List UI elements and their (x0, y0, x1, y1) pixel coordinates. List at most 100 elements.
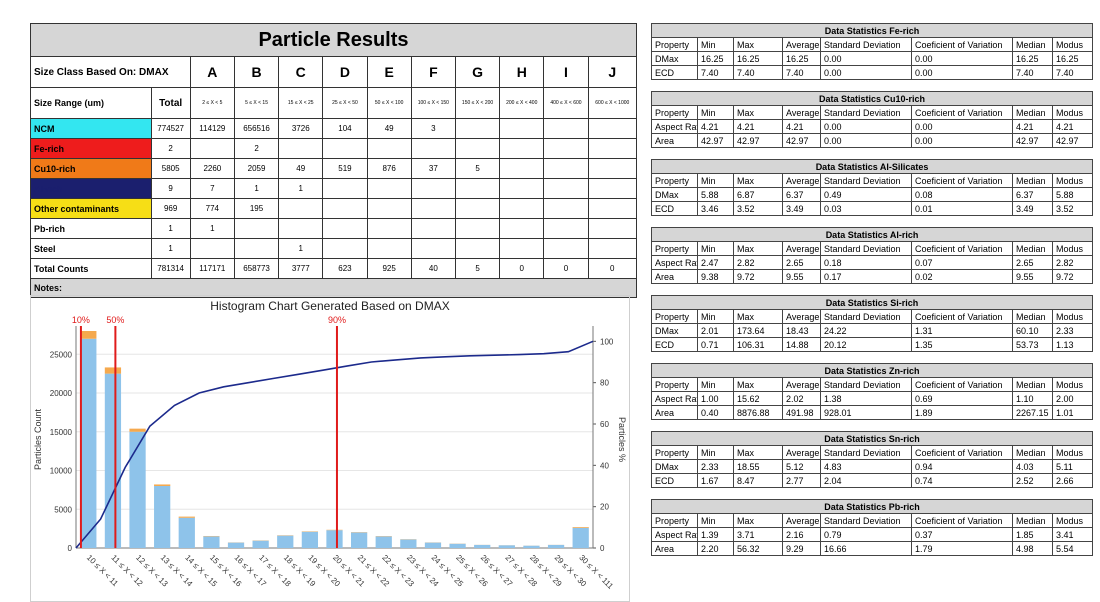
y2-tick-label: 60 (600, 420, 609, 429)
stats-cell: ECD (652, 202, 698, 216)
row-name-4: Other contaminants (31, 199, 152, 219)
stats-cell: 0.08 (912, 188, 1013, 202)
cell (455, 199, 499, 219)
cell (323, 139, 367, 159)
stats-cell: 9.55 (783, 270, 821, 284)
bar-cap (80, 331, 96, 339)
cell: 49 (367, 119, 411, 139)
stats-cell: 42.97 (1053, 134, 1093, 148)
cell (367, 239, 411, 259)
stats-cell: 1.31 (912, 324, 1013, 338)
cell (544, 239, 588, 259)
y2-axis-title: Particles % (617, 417, 627, 462)
y-tick-label: 10000 (50, 467, 73, 476)
stats-header-cell: Standard Deviation (821, 38, 912, 52)
class-header-e: E (367, 57, 411, 88)
cell (500, 119, 544, 139)
row-total-2: 5805 (151, 159, 190, 179)
stats-cell: 4.83 (821, 460, 912, 474)
stats-header-cell: Min (698, 106, 734, 120)
class-header-d: D (323, 57, 367, 88)
cell: 3 (411, 119, 455, 139)
percentile-label: 50% (106, 315, 124, 325)
total-cell: 5 (455, 259, 499, 279)
stats-title-row: Data Statistics Si-rich (652, 296, 1093, 310)
stats-header-cell: Min (698, 446, 734, 460)
stats-cell: 42.97 (698, 134, 734, 148)
cell: 5 (455, 159, 499, 179)
bar-cap (573, 527, 589, 528)
y-tick-label: 15000 (50, 428, 73, 437)
bar (80, 339, 96, 548)
stats-header-cell: Modus (1053, 446, 1093, 460)
class-header-g: G (455, 57, 499, 88)
stats-cell: 0.03 (821, 202, 912, 216)
stats-title: Data Statistics Sn-rich (652, 432, 1093, 446)
class-header-i: I (544, 57, 588, 88)
bar (474, 545, 490, 548)
table-row: Aspect Ratio2.472.822.650.180.072.652.82 (652, 256, 1093, 270)
stats-cell: ECD (652, 66, 698, 80)
row-total-5: 1 (151, 219, 190, 239)
table-row: Aspect Ratio1.0015.622.021.380.691.102.0… (652, 392, 1093, 406)
row-total-3: 9 (151, 179, 190, 199)
stats-header-cell: Standard Deviation (821, 242, 912, 256)
y-tick-label: 5000 (54, 505, 72, 514)
cell: 195 (234, 199, 278, 219)
stats-cell: 14.88 (783, 338, 821, 352)
y2-tick-label: 100 (600, 337, 614, 346)
y-axis-title: Particles Count (33, 408, 43, 470)
total-header: Total (151, 88, 190, 119)
y2-tick-label: 0 (600, 544, 605, 553)
cell (323, 219, 367, 239)
stats-header-cell: Average (783, 310, 821, 324)
stats-cell: Aspect Ratio (652, 528, 698, 542)
stats-cell: 0.00 (912, 134, 1013, 148)
bar (573, 528, 589, 548)
stats-title-row: Data Statistics Al-rich (652, 228, 1093, 242)
stats-cell: 3.41 (1053, 528, 1093, 542)
bar (449, 544, 465, 548)
cell (411, 179, 455, 199)
stats-cell: DMax (652, 324, 698, 338)
stats-header-cell: Property (652, 174, 698, 188)
range-0: 2 ≤ X < 5 (190, 88, 234, 119)
stats-cell: 0.74 (912, 474, 1013, 488)
stats-cell: Aspect Ratio (652, 120, 698, 134)
stats-title: Data Statistics Al-Silicates (652, 160, 1093, 174)
percentile-label: 90% (328, 315, 346, 325)
cell (190, 139, 234, 159)
percentile-label: 10% (72, 315, 90, 325)
y-tick-label: 25000 (50, 350, 73, 359)
bar (326, 530, 342, 548)
total-cell: 623 (323, 259, 367, 279)
stats-cell: ECD (652, 474, 698, 488)
stats-cell: 6.37 (783, 188, 821, 202)
stats-cell: 5.88 (698, 188, 734, 202)
stats-cell: 2.20 (698, 542, 734, 556)
cell (367, 219, 411, 239)
stats-header-cell: Max (734, 106, 783, 120)
cell (234, 239, 278, 259)
stats-cell: 3.49 (1013, 202, 1053, 216)
stats-cell: 16.25 (1013, 52, 1053, 66)
bar (129, 432, 145, 548)
bar (523, 546, 539, 548)
range-8: 400 ≤ X < 600 (544, 88, 588, 119)
cell (500, 159, 544, 179)
stats-title-row: Data Statistics Pb-rich (652, 500, 1093, 514)
stats-cell: 24.22 (821, 324, 912, 338)
stats-header-cell: Coeficient of Variation (912, 378, 1013, 392)
cell: 104 (323, 119, 367, 139)
stats-header-cell: Standard Deviation (821, 514, 912, 528)
